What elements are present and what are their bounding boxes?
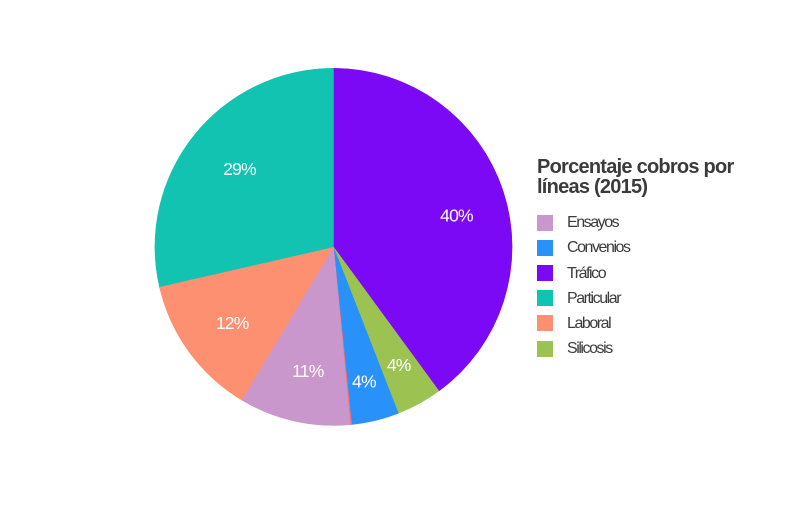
- svg-text:29%: 29%: [223, 159, 256, 179]
- svg-text:40%: 40%: [440, 206, 473, 226]
- svg-text:12%: 12%: [216, 313, 249, 333]
- svg-text:4%: 4%: [387, 355, 411, 375]
- svg-text:4%: 4%: [352, 371, 376, 391]
- svg-text:11%: 11%: [292, 361, 324, 381]
